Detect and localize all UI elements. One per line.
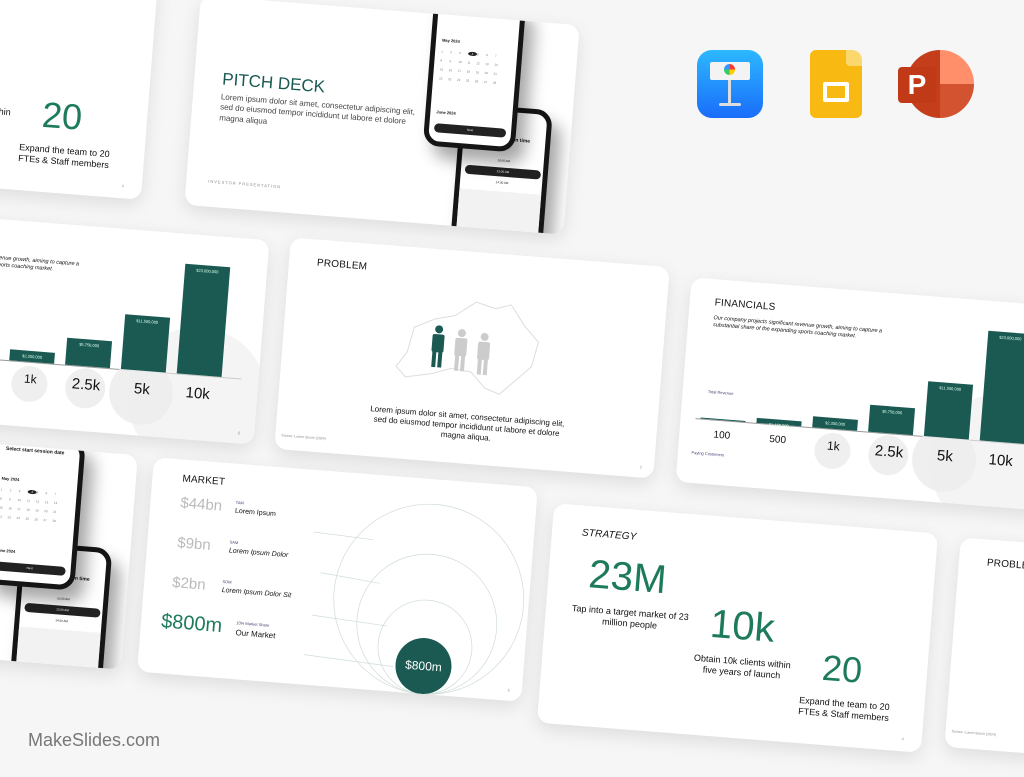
- slide-title: PROBLEM: [316, 257, 368, 273]
- bar-value-label: $5,750,000: [882, 408, 903, 415]
- revenue-bar: $23,000,000: [176, 263, 231, 377]
- stat-text: Expand the team to 20 FTEs & Staff membe…: [797, 695, 890, 724]
- customer-count-label: 5k: [133, 380, 151, 399]
- phone-mockups: Select start session time 10:00 AM 12:00…: [422, 0, 579, 235]
- people-icons: [431, 325, 491, 376]
- phone-mockups: Select start session time 10:00 AM 12:00…: [0, 433, 138, 670]
- bar-value-label: $23,000,000: [196, 267, 219, 275]
- customer-count-label: 10k: [184, 384, 211, 404]
- page-number: 4: [121, 183, 125, 189]
- customer-count-label: 5k: [936, 447, 954, 466]
- customer-count-label: 2.5k: [71, 375, 101, 395]
- stat-text: Tap into a target market of 23 million p…: [571, 602, 690, 631]
- customer-count-label: 500: [768, 433, 787, 447]
- person-icon: [453, 329, 468, 372]
- next-button: Next: [0, 561, 66, 576]
- source-note: Source: Lorem Ipsum (2024): [951, 729, 997, 737]
- page-number: 6: [237, 430, 241, 436]
- month-label: May 2024: [441, 37, 461, 44]
- bar-value-label: $11,500,000: [136, 318, 159, 325]
- stat-value: 20: [40, 93, 84, 138]
- slide-title: STRATEGY: [581, 527, 638, 543]
- source-note: Source: Lorem Ipsum (2024): [281, 433, 326, 441]
- powerpoint-icon: P: [898, 50, 974, 118]
- market-value: $9bn: [176, 534, 212, 554]
- month-label: June 2024: [0, 547, 16, 554]
- bar-value-label: $5,750,000: [79, 341, 100, 348]
- market-value-highlight: $800m: [160, 610, 224, 638]
- page-number: 5: [507, 687, 511, 693]
- slide-strategy: STRATEGY 23M Tap into a target market of…: [536, 503, 939, 753]
- keynote-icon: [697, 50, 763, 118]
- slide-financials: FINANCIALS Our company projects signific…: [675, 277, 1024, 512]
- stat-value: 23M: [587, 552, 669, 603]
- person-icon-highlighted: [431, 325, 445, 368]
- revenue-bar: $11,500,000: [923, 381, 974, 440]
- customer-count-label: 100: [713, 429, 731, 442]
- date-title: Select start session date: [446, 7, 506, 19]
- market-bubble: [395, 638, 452, 695]
- bar-value-label: $11,500,000: [939, 385, 962, 392]
- month-label: May 2024: [1, 475, 20, 483]
- slide-title: PROBLEM: [986, 557, 1024, 573]
- revenue-bar: $23,000,000: [979, 330, 1024, 444]
- slide-body: Lorem ipsum dolor sit amet, consectetur …: [218, 92, 416, 127]
- slide-pitch-deck: PITCH DECK Lorem ipsum dolor sit amet, c…: [184, 0, 580, 235]
- revenue-bar: $11,500,000: [120, 314, 171, 373]
- google-slides-icon: [810, 50, 862, 118]
- slide-footer: INVESTOR PRESENTATION: [208, 178, 282, 190]
- slide-market: MARKET $800m $44bn TAM Lorem Ipsum $9bn …: [137, 457, 538, 702]
- page-number: 4: [901, 736, 905, 742]
- market-value: $2bn: [171, 574, 207, 594]
- market-circles: [303, 503, 525, 695]
- revenue-chart: 100$1,150,000500$2,300,0001k$5,750,0002.…: [0, 210, 270, 445]
- month-label: June 2024: [436, 109, 456, 116]
- brand-label: MakeSlides.com: [28, 730, 161, 750]
- next-button: Next: [433, 123, 507, 138]
- slide-body: Lorem ipsum dolor sit amet, consectetur …: [369, 404, 565, 443]
- market-tag: SOM: [222, 578, 232, 585]
- bar-value-label: $1,150,000: [768, 421, 790, 428]
- stat-value: 20: [820, 646, 864, 691]
- revenue-bar: $5,750,000: [65, 337, 113, 369]
- slide-strategy-partial: STRATEGY 23M Tap into a target market of…: [0, 0, 159, 200]
- customer-count-label: 2.5k: [874, 442, 904, 462]
- page-number: 2: [639, 464, 643, 470]
- slide-financials-partial: FINANCIALS Our company projects signific…: [0, 210, 270, 445]
- bar-value-label: $2,300,000: [21, 353, 43, 360]
- bar-value-label: $23,000,000: [999, 334, 1022, 342]
- bar-value-label: $2,300,000: [824, 420, 846, 427]
- stat-value: 10k: [708, 601, 777, 651]
- date-title: Select start session date: [5, 445, 65, 457]
- person-icon: [476, 332, 491, 376]
- market-tag: SAM: [229, 539, 239, 546]
- slide-problem-partial: PROBLEM Source: Lorem Ipsum (2024): [944, 537, 1024, 777]
- market-value: $44bn: [179, 494, 223, 515]
- map-outline: [395, 301, 540, 395]
- slide-problem: PROBLEM Lorem ipsum dolor sit amet, cons…: [274, 237, 670, 479]
- stat-text: Obtain 10k clients within five years of …: [0, 100, 12, 128]
- market-tag: TAM: [235, 499, 245, 506]
- stat-text: Obtain 10k clients within five years of …: [693, 652, 792, 681]
- stat-text: Expand the team to 20 FTEs & Staff membe…: [17, 142, 110, 171]
- revenue-bar: $5,750,000: [868, 404, 916, 436]
- revenue-bar: $1,150,000: [756, 417, 802, 428]
- customer-count-label: 10k: [987, 451, 1014, 471]
- slide-app-preview-partial: Select start session time 10:00 AM 12:00…: [0, 425, 138, 670]
